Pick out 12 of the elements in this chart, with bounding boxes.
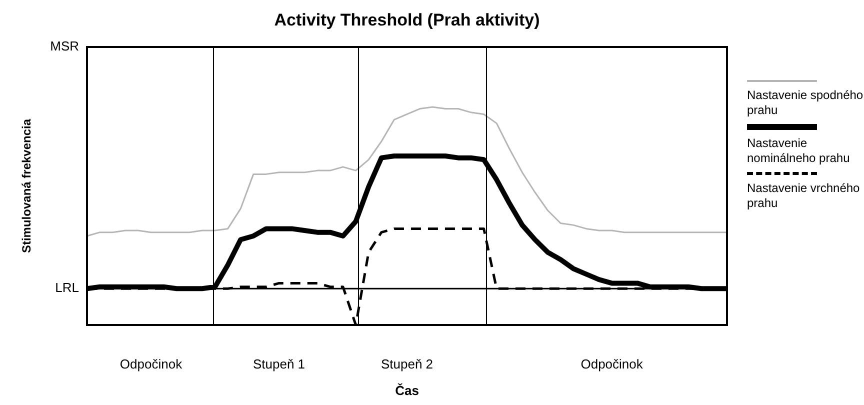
- x-axis-title: Čas: [395, 382, 419, 398]
- x-tick-label: Stupeň 2: [380, 356, 434, 372]
- x-tick-label: Stupeň 1: [252, 356, 306, 372]
- y-axis-title: Stimulovaná frekvencia: [19, 118, 34, 254]
- text: Nastavenie vrchného prahu: [747, 181, 861, 211]
- text: MSR: [50, 38, 79, 54]
- text: Nastavenie spodného prahu: [747, 88, 864, 118]
- x-tick-label: Odpočinok: [120, 356, 183, 372]
- chart-title: Activity Threshold (Prah aktivity): [274, 10, 540, 30]
- text: LRL: [55, 280, 79, 296]
- x-tick-label: Odpočinok: [580, 356, 644, 372]
- text: Nastavenie nominálneho prahu: [747, 136, 851, 166]
